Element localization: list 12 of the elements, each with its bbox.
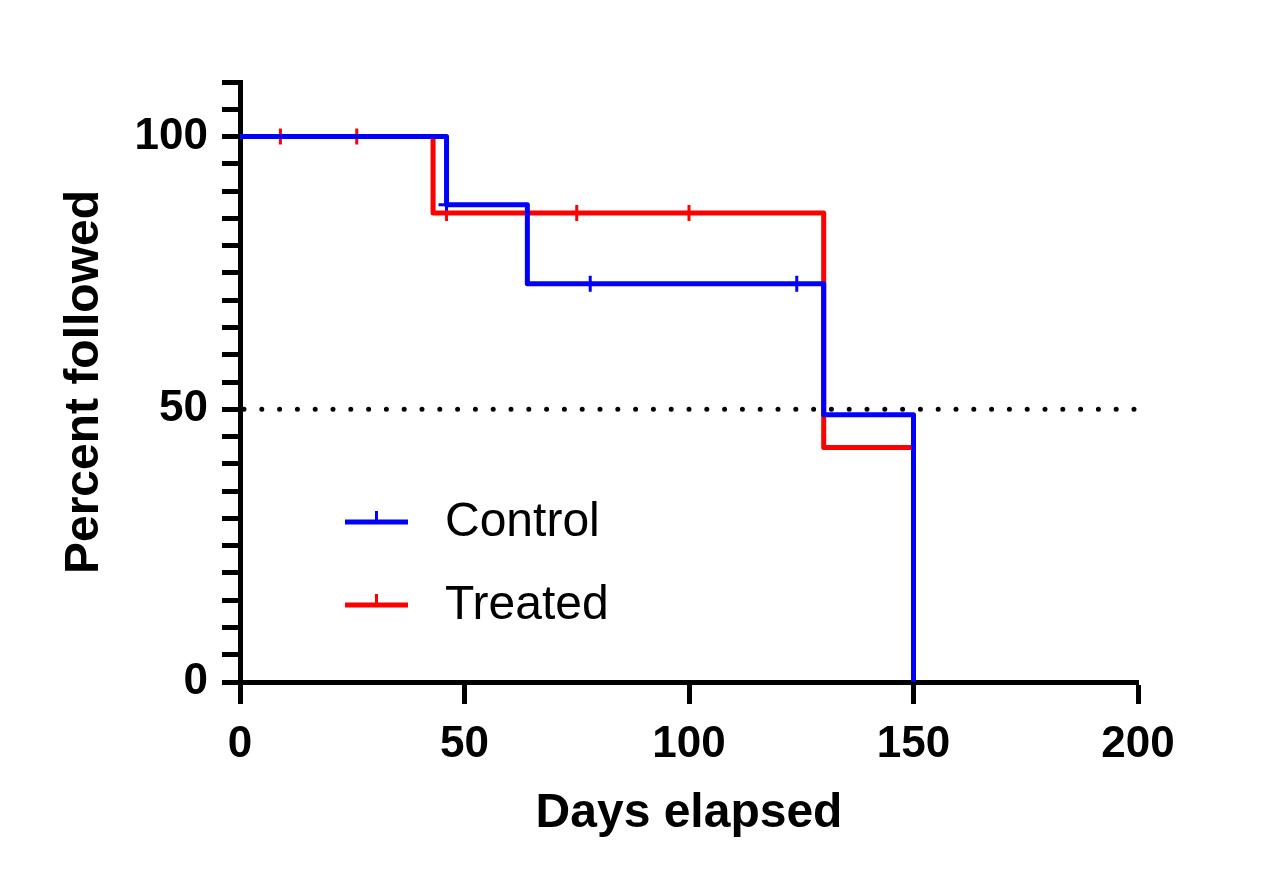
x-tick-label: 100 xyxy=(652,716,726,766)
y-axis-title: Percent followed xyxy=(55,189,109,575)
y-tick-label: 100 xyxy=(134,108,208,158)
x-tick-label: 0 xyxy=(227,716,253,766)
y-tick-label: 50 xyxy=(159,381,208,431)
x-tick-label: 200 xyxy=(1101,716,1175,766)
y-tick-label: 0 xyxy=(183,654,208,704)
x-tick-label: 50 xyxy=(440,716,489,766)
x-axis-title: Days elapsed xyxy=(535,784,843,838)
legend-label: Control xyxy=(445,493,600,547)
x-tick-label: 150 xyxy=(876,716,951,766)
legend-label: Treated xyxy=(445,576,609,630)
